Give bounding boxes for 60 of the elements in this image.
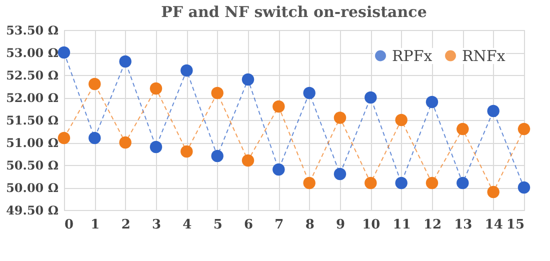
- x-tick-label: 2: [121, 218, 130, 232]
- point: [426, 96, 438, 108]
- point: [487, 186, 500, 198]
- x-tick-label: 9: [336, 218, 346, 232]
- point: [395, 176, 408, 190]
- point: [180, 145, 193, 158]
- legend-label: RNFx: [462, 46, 506, 65]
- x-tick-label: 13: [454, 218, 472, 232]
- x-tick-label: 12: [423, 218, 442, 232]
- y-tick-label: 50.00 Ω: [6, 181, 59, 195]
- point: [395, 114, 408, 126]
- x-tick-label: 14: [484, 218, 503, 232]
- y-tick-label: 51.00 Ω: [6, 136, 59, 150]
- point: [364, 91, 377, 104]
- legend-label: RPFx: [392, 46, 433, 65]
- y-tick-label: 50.50 Ω: [6, 158, 59, 172]
- x-tick-label: 1: [90, 218, 100, 232]
- x-tick-label: 11: [392, 218, 411, 232]
- x-tick-label: 8: [305, 218, 314, 232]
- point: [119, 136, 132, 149]
- chart-title: PF and NF switch on-resistance: [161, 3, 427, 21]
- point: [518, 181, 530, 194]
- y-tick-label: 52.00 Ω: [6, 91, 59, 105]
- y-tick-label: 52.50 Ω: [6, 68, 59, 82]
- point: [272, 163, 285, 176]
- x-tick-label: 5: [213, 218, 222, 232]
- y-tick-label: 51.50 Ω: [6, 114, 59, 128]
- point: [272, 100, 285, 113]
- point: [180, 64, 193, 77]
- point: [242, 154, 254, 167]
- point: [364, 176, 377, 190]
- y-tick-label: 49.50 Ω: [6, 204, 59, 218]
- point: [58, 46, 70, 59]
- point: [58, 132, 70, 144]
- point: [303, 86, 316, 100]
- point: [88, 78, 101, 90]
- x-tick-label: 6: [244, 218, 254, 232]
- point: [119, 55, 132, 68]
- point: [334, 112, 346, 124]
- point: [518, 122, 530, 136]
- point: [334, 168, 346, 180]
- x-tick-label: 15: [506, 218, 524, 232]
- point: [150, 82, 162, 95]
- x-tick-label: 4: [182, 218, 192, 232]
- point: [303, 176, 316, 190]
- point: [456, 122, 469, 136]
- x-tick-label: 7: [274, 218, 284, 232]
- point: [242, 73, 254, 86]
- y-tick-label: 53.00 Ω: [6, 46, 59, 60]
- point: [456, 176, 469, 190]
- point: [211, 86, 224, 100]
- point: [150, 140, 162, 154]
- y-tick-label: 53.50 Ω: [6, 24, 59, 38]
- point: [426, 176, 438, 190]
- point: [88, 132, 101, 144]
- x-tick-label: 10: [362, 218, 380, 232]
- point: [211, 150, 224, 162]
- point: [487, 104, 500, 118]
- x-tick-label: 3: [152, 218, 162, 232]
- x-tick-label: 0: [64, 218, 74, 232]
